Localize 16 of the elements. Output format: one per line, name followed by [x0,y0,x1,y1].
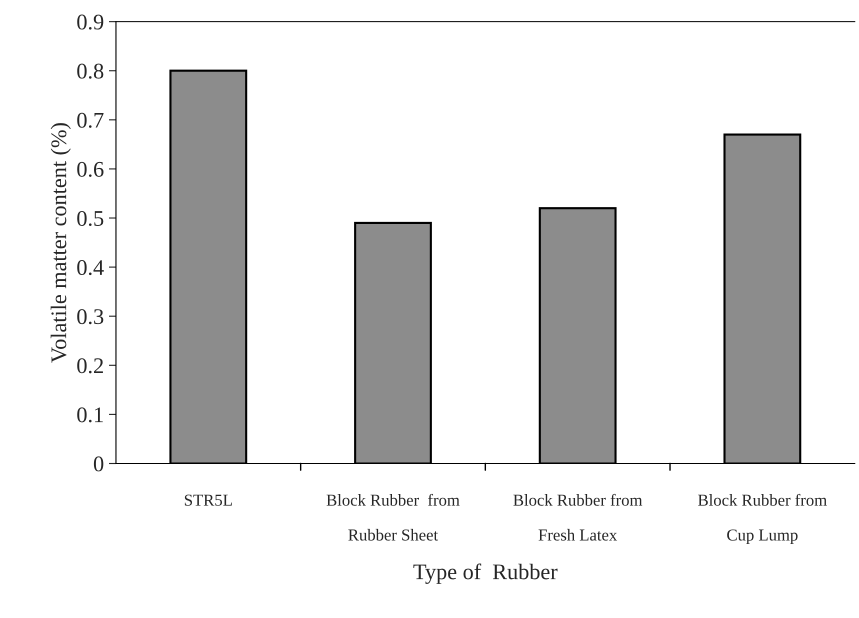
y-tick-label: 0.9 [77,14,104,30]
y-tick-label: 0.3 [77,309,104,324]
y-tick-label: 0.7 [77,112,104,128]
category-label: Block Rubber from Cup Lump [698,494,827,544]
x-tick-label: STR5L [184,494,232,506]
x-axis-title: Type of Rubber [413,563,558,584]
y-tick-label: 0.2 [77,358,103,374]
y-tick-label: 0.8 [77,64,104,79]
y-tick-label: 0.6 [77,162,104,177]
category-label: Block Rubber from Rubber Sheet [326,494,460,541]
category-label: Block Rubber from Fresh Latex [513,494,642,541]
y-tick-label: 0 [94,456,104,472]
y-tick-label: 0.4 [77,260,104,276]
y-axis-title: Volatile matter content (%) [50,123,71,363]
y-tick-label: 0.1 [77,407,103,422]
y-tick-label: 0.5 [77,210,104,226]
